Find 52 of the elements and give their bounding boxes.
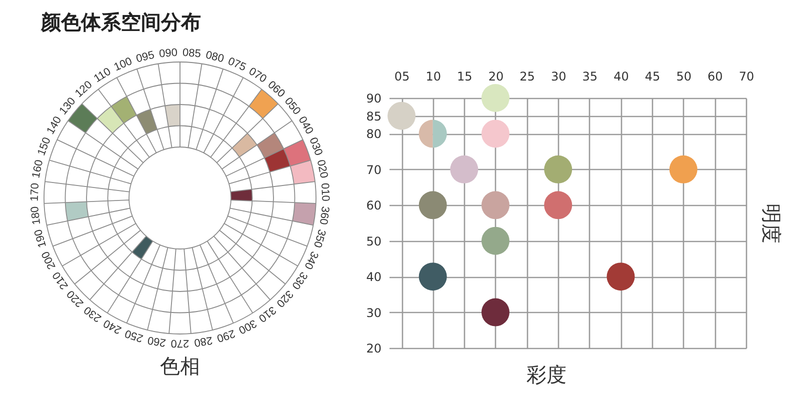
text: 颜色体系空间分布 xyxy=(40,10,201,34)
y-axis-title: 明度 xyxy=(760,204,782,244)
x-tick-label: 35 xyxy=(582,70,598,84)
category-label: 190 xyxy=(32,228,50,249)
category-label: 140 xyxy=(44,114,64,136)
category-label: 180 xyxy=(28,206,44,226)
category-label: 240 xyxy=(102,316,124,336)
x-tick-label: 05 xyxy=(394,70,410,84)
category-label: 020 xyxy=(314,158,330,180)
category-label: 030 xyxy=(306,136,324,158)
category-label: 040 xyxy=(296,114,316,136)
x-tick-label: 15 xyxy=(457,70,472,84)
category-label: 170 xyxy=(28,182,42,202)
y-tick-label: 85 xyxy=(366,109,382,124)
category-label: 075 xyxy=(226,55,248,74)
x-tick-label: 60 xyxy=(708,70,723,84)
x-tick-label: 40 xyxy=(614,70,629,84)
y-tick-label: 20 xyxy=(366,342,382,356)
category-label: 350 xyxy=(310,228,328,249)
y-tick-label: 80 xyxy=(366,127,382,142)
y-tick-label: 30 xyxy=(366,306,382,320)
x-tick-label: 10 xyxy=(426,70,441,84)
x-tick-label: 45 xyxy=(644,70,660,84)
x-tick-label: 25 xyxy=(520,70,535,84)
category-label: 260 xyxy=(146,334,167,349)
x-tick-label: 50 xyxy=(676,70,692,84)
category-label: 150 xyxy=(36,136,54,158)
y-tick-label: 70 xyxy=(366,162,382,177)
category-label: 010 xyxy=(318,182,332,202)
x-tick-label: 20 xyxy=(488,70,504,84)
category-label: 300 xyxy=(236,316,258,336)
y-tick-label: 60 xyxy=(366,198,382,213)
text: 色相 xyxy=(160,356,200,378)
x-tick-label: 30 xyxy=(550,70,566,84)
category-label: 160 xyxy=(30,158,46,180)
y-tick-label: 40 xyxy=(366,270,382,284)
category-label: 250 xyxy=(123,326,145,344)
y-tick-label: 90 xyxy=(366,92,382,106)
y-tick-label: 50 xyxy=(366,234,382,248)
category-label: 080 xyxy=(204,49,226,66)
category-label: 280 xyxy=(193,334,214,349)
x-axis-title: 彩度 xyxy=(526,364,567,386)
category-label: 095 xyxy=(134,49,156,66)
category-label: 100 xyxy=(112,55,134,74)
category-label: 270 xyxy=(170,337,190,349)
category-label: 360 xyxy=(316,206,332,226)
category-label: 200 xyxy=(40,249,58,272)
x-tick-label: 70 xyxy=(738,70,754,84)
category-label: 090 xyxy=(158,46,178,60)
category-label: 340 xyxy=(302,249,320,272)
category-label: 085 xyxy=(182,46,202,60)
category-label: 290 xyxy=(215,326,237,344)
